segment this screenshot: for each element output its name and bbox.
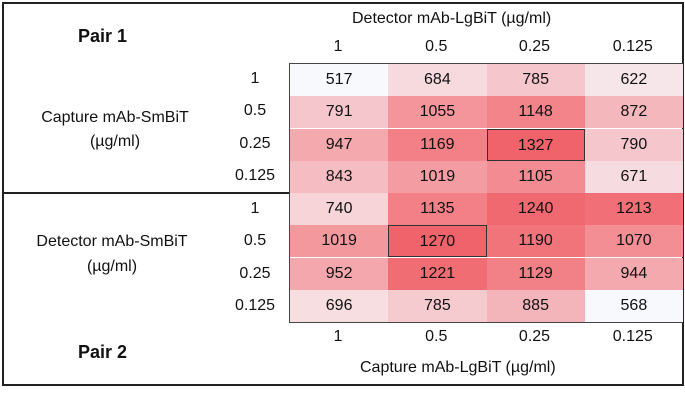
heatmap-cell: 1169 bbox=[388, 128, 487, 161]
heatmap-cell: 1019 bbox=[290, 225, 389, 258]
heatmap-cell: 791 bbox=[290, 96, 389, 129]
pair-2-y-axis-title-line2: (µg/ml) bbox=[86, 258, 138, 275]
x-tick-label: 0.25 bbox=[518, 38, 551, 55]
heatmap-cell: 1129 bbox=[486, 257, 585, 290]
heatmap-grid: 517 684 785 622 791 1055 1148 872 947 1169 1327 790… bbox=[289, 63, 683, 193]
x-tick-label: 0.125 bbox=[612, 38, 653, 55]
heatmap-cell-highlighted: 1327 bbox=[486, 128, 585, 161]
y-tick-label: 0.125 bbox=[234, 296, 276, 314]
heatmap-cell: 671 bbox=[584, 160, 683, 193]
x-tick-label: 0.25 bbox=[518, 328, 551, 345]
heatmap-cell-highlighted: 1270 bbox=[388, 225, 487, 258]
heatmap-cell: 568 bbox=[584, 289, 683, 322]
heatmap-cell: 1019 bbox=[388, 160, 487, 193]
heatmap-cell: 944 bbox=[584, 257, 683, 290]
heatmap-cell: 1190 bbox=[486, 225, 585, 258]
x-tick-label: 0.125 bbox=[612, 328, 653, 345]
y-tick-label: 1 bbox=[250, 70, 260, 87]
y-tick-label: 0.25 bbox=[239, 264, 271, 282]
heatmap-cell: 952 bbox=[290, 257, 389, 290]
heatmap-cell: 1070 bbox=[584, 225, 683, 258]
heatmap-cell: 872 bbox=[584, 96, 683, 129]
heatmap-cell: 785 bbox=[486, 64, 585, 96]
pair-1-title: Pair 1 bbox=[78, 26, 128, 46]
x-tick-label: 1 bbox=[333, 38, 343, 55]
heatmap-grid: 740 1135 1240 1213 1019 1270 1190 1070 952 1221 11… bbox=[289, 193, 683, 323]
pair-1-y-axis-title-line1: Capture mAb-SmBiT bbox=[41, 109, 189, 126]
pair-1-y-axis-title-line2: (µg/ml) bbox=[89, 133, 141, 150]
y-tick-label: 0.5 bbox=[243, 232, 267, 250]
heatmap-cell: 1055 bbox=[388, 96, 487, 129]
heatmap-cell: 696 bbox=[290, 289, 389, 322]
heatmap-cell: 1221 bbox=[388, 257, 487, 290]
pair-2-title: Pair 2 bbox=[78, 342, 128, 362]
heatmap-cell: 1148 bbox=[486, 96, 585, 129]
heatmap-cell: 1135 bbox=[388, 193, 487, 225]
heatmap-cell: 1240 bbox=[486, 193, 585, 225]
heatmap-cell: 790 bbox=[584, 128, 683, 161]
heatmap-cell: 843 bbox=[290, 160, 389, 193]
y-tick-label: 0.125 bbox=[234, 166, 276, 184]
x-tick-label: 0.5 bbox=[425, 38, 448, 55]
heatmap-cell: 1213 bbox=[584, 193, 683, 225]
heatmap-cell: 785 bbox=[388, 289, 487, 322]
pair-2-y-axis-title-line1: Detector mAb-SmBiT bbox=[36, 233, 188, 250]
heatmap-cell: 517 bbox=[290, 64, 389, 96]
heatmap-cell: 684 bbox=[388, 64, 487, 96]
x-tick-label: 1 bbox=[333, 328, 343, 345]
y-tick-label: 0.5 bbox=[243, 102, 267, 120]
y-tick-label: 0.25 bbox=[239, 134, 271, 152]
heatmap-cell: 1105 bbox=[486, 160, 585, 193]
y-tick-label: 1 bbox=[250, 200, 260, 217]
figure-frame bbox=[2, 2, 684, 386]
x-tick-label: 0.5 bbox=[425, 328, 448, 345]
pair-2-x-axis-title: Capture mAb-LgBiT (µg/ml) bbox=[360, 359, 556, 376]
heatmap-cell: 885 bbox=[486, 289, 585, 322]
heatmap-cell: 947 bbox=[290, 128, 389, 161]
heatmap-cell: 740 bbox=[290, 193, 389, 225]
pair-1-x-axis-title: Detector mAb-LgBiT (µg/ml) bbox=[352, 10, 552, 27]
heatmap-cell: 622 bbox=[584, 64, 683, 96]
